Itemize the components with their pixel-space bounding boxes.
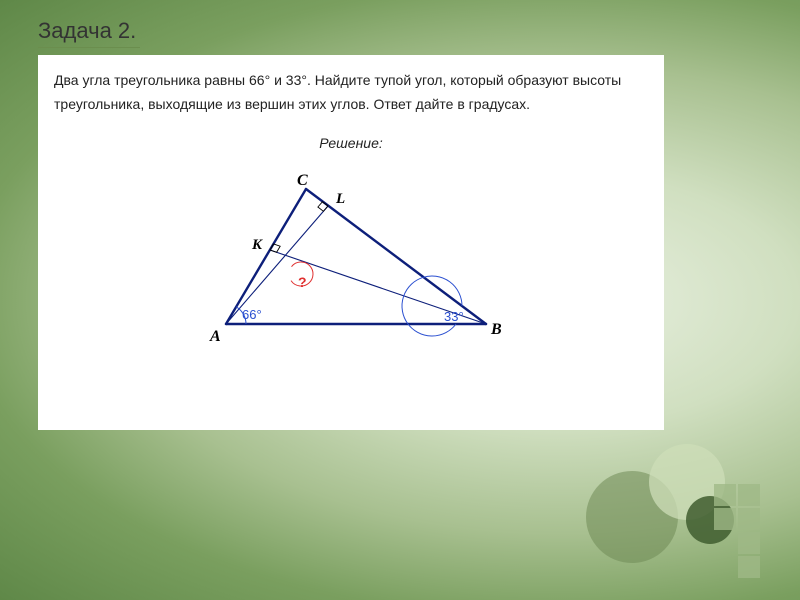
svg-text:A: A (209, 328, 221, 345)
problem-prefix: Два угла треугольника равны (54, 72, 249, 88)
angle2: 33° (286, 72, 307, 88)
problem-between: и (270, 72, 286, 88)
decorative-shapes (572, 412, 782, 582)
angle1: 66° (249, 72, 270, 88)
solution-label: Решение: (54, 135, 648, 151)
problem-box: Два угла треугольника равны 66° и 33°. Н… (38, 55, 664, 430)
svg-text:B: B (490, 321, 502, 338)
svg-text:66°: 66° (242, 307, 262, 322)
svg-text:33°: 33° (444, 309, 464, 324)
svg-text:L: L (335, 191, 345, 207)
task-title: Задача 2. (38, 18, 140, 48)
svg-text:?: ? (298, 274, 307, 290)
problem-text: Два угла треугольника равны 66° и 33°. Н… (54, 69, 648, 117)
svg-text:K: K (251, 237, 263, 253)
triangle-diagram: A B C K L 66° 33°? (196, 169, 506, 349)
svg-text:C: C (297, 172, 308, 189)
